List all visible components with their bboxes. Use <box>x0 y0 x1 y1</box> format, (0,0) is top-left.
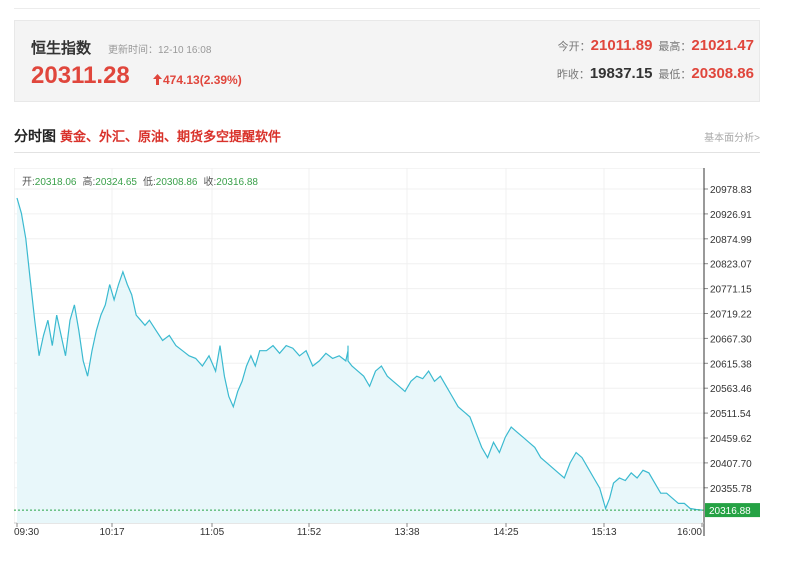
intraday-chart-svg: 20978.83 20926.91 20874.99 20823.07 20771.15… <box>14 168 760 538</box>
top-divider <box>14 8 760 9</box>
chart-section-header: 分时图 黄金、外汇、原油、期货多空提醒软件 基本面分析> <box>14 126 760 146</box>
ohlc-close-value: 20316.88 <box>216 177 258 188</box>
y-tick-label: 20563.46 <box>710 384 752 395</box>
x-tick-label: 10:17 <box>99 527 124 538</box>
section-title: 分时图 <box>14 128 56 144</box>
ohlc-readout: 开:20318.06 高:20324.65 低:20308.86 收:20316.88 <box>22 173 264 188</box>
high-label: 最高： <box>658 41 692 53</box>
y-tick-label: 20355.78 <box>710 484 752 495</box>
ohlc-open-label: 开: <box>22 177 35 188</box>
x-tick-label: 13:38 <box>394 527 419 538</box>
price-change-value: 474.13(2.39%) <box>163 73 242 87</box>
y-tick-label: 20874.99 <box>710 235 752 246</box>
index-name: 恒生指数 <box>31 40 92 57</box>
last-price-label: 20316.88 <box>709 506 751 517</box>
x-tick-label: 14:25 <box>493 527 518 538</box>
section-divider <box>14 152 760 153</box>
current-price: 20311.28 <box>31 62 130 89</box>
low-label: 最低： <box>658 69 692 81</box>
price-change: 474.13(2.39%) <box>153 73 242 88</box>
x-tick-label: 11:05 <box>200 527 225 538</box>
high-value: 21021.47 <box>691 37 754 54</box>
y-tick-label: 20667.30 <box>710 334 752 345</box>
y-tick-label: 20823.07 <box>710 260 752 271</box>
y-tick-label: 20615.38 <box>710 359 752 370</box>
y-tick-label: 20771.15 <box>710 285 752 296</box>
update-time: 更新时间：12-10 16:08 <box>108 45 212 56</box>
ohlc-low-label: 低: <box>143 177 156 188</box>
promo-link[interactable]: 黄金、外汇、原油、期货多空提醒软件 <box>60 129 282 144</box>
x-tick-label: 15:13 <box>591 527 616 538</box>
prev-close-value: 19837.15 <box>589 65 653 82</box>
y-tick-label: 20459.62 <box>710 434 752 445</box>
open-value: 21011.89 <box>590 37 653 54</box>
ohlc-high-value: 20324.65 <box>95 177 137 188</box>
y-tick-label: 20511.54 <box>710 409 751 420</box>
low-value: 20308.86 <box>691 65 754 82</box>
y-tick-label: 20978.83 <box>710 185 752 196</box>
y-tick-label: 20407.70 <box>710 459 752 470</box>
last-price-tag <box>705 503 760 518</box>
up-arrow-icon <box>153 74 162 88</box>
price-line <box>16 197 703 511</box>
ohlc-open-value: 20318.06 <box>34 177 77 188</box>
x-tick-label: 11:52 <box>297 527 322 538</box>
intraday-chart[interactable]: 20978.83 20926.91 20874.99 20823.07 20771.15… <box>14 168 760 545</box>
quote-stats: 今开：21011.89 最高：21021.47 昨收：19837.15 最低：203… <box>557 37 754 93</box>
ohlc-high-label: 高: <box>82 177 96 188</box>
x-tick-label: 09:30 <box>14 527 39 538</box>
ohlc-close-label: 收: <box>203 177 217 188</box>
y-tick-label: 20719.22 <box>710 310 752 321</box>
fundamental-analysis-link[interactable]: 基本面分析> <box>704 133 760 144</box>
x-tick-label: 16:00 <box>677 527 702 538</box>
ohlc-low-value: 20308.86 <box>155 177 198 188</box>
prev-close-label: 昨收： <box>556 69 590 81</box>
index-quote-panel: 恒生指数 更新时间：12-10 16:08 20311.28 474.13(2.… <box>14 20 760 102</box>
open-label: 今开： <box>557 41 591 53</box>
y-tick-label: 20926.91 <box>710 210 752 221</box>
price-area <box>17 198 702 523</box>
